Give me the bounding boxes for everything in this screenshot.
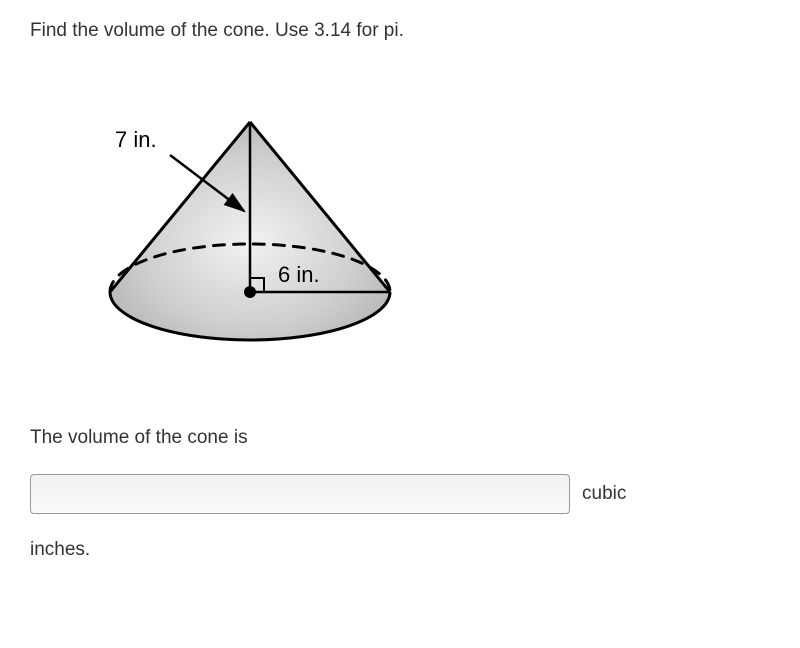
answer-input[interactable]: [30, 474, 570, 514]
unit-cubic: cubic: [582, 483, 626, 505]
radius-label: 6 in.: [278, 262, 320, 287]
answer-row: cubic: [30, 474, 770, 514]
cone-figure: 7 in. 6 in.: [70, 92, 770, 377]
unit-inches: inches.: [30, 539, 770, 561]
answer-lead-text: The volume of the cone is: [30, 427, 770, 449]
cone-svg: 7 in. 6 in.: [70, 92, 430, 372]
height-label: 7 in.: [115, 127, 157, 152]
question-prompt: Find the volume of the cone. Use 3.14 fo…: [30, 20, 770, 42]
